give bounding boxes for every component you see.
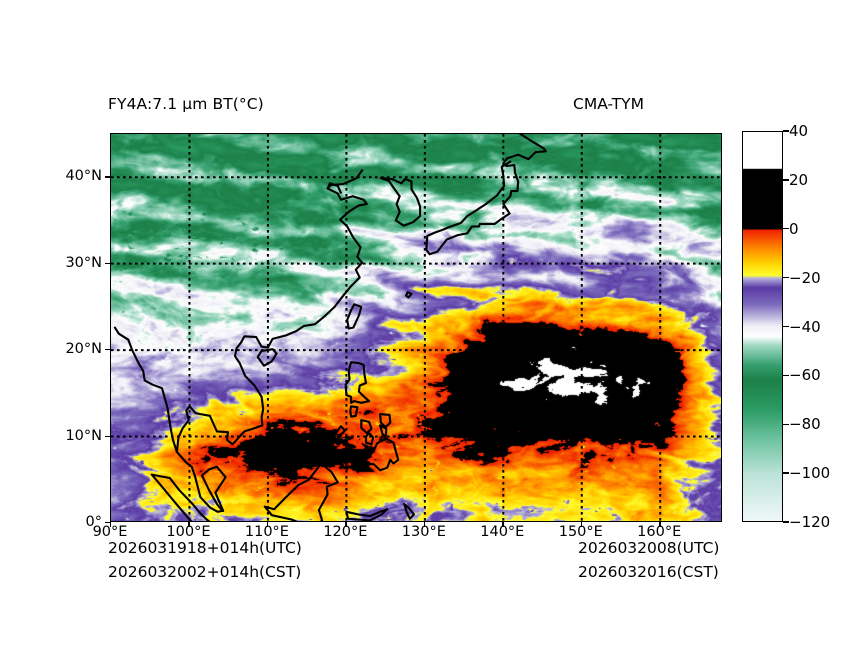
colorbar-tick-label: −80	[789, 415, 821, 434]
colorbar-tick-label: −120	[789, 513, 831, 531]
colorbar-tick-label: −20	[789, 268, 821, 287]
xtick-label: 100°E	[166, 524, 211, 540]
ytick-label: 30°N	[65, 254, 102, 271]
ytick-label: 0°	[85, 514, 102, 530]
coastline-overlay	[113, 134, 547, 521]
colorbar-tick-label: 40	[789, 122, 809, 140]
ytick-mark	[105, 176, 110, 178]
ytick-label: 20°N	[65, 341, 102, 358]
colorbar-tick-mark	[783, 472, 789, 474]
colorbar-tick-mark	[783, 276, 789, 279]
xtick-label: 110°E	[244, 524, 289, 540]
valid-time-cst: 2026032016(CST)	[578, 563, 719, 581]
source-label: CMA-TYM	[573, 95, 644, 113]
colorbar-tick-label: 0	[789, 219, 799, 238]
colorbar-tick-label: 20	[789, 170, 809, 189]
xtick-mark	[345, 522, 347, 527]
xtick-mark	[502, 522, 504, 527]
ytick-label: 10°N	[65, 427, 102, 444]
xtick-mark	[423, 522, 426, 527]
xtick-label: 120°E	[323, 524, 368, 540]
xtick-label: 90°E	[92, 524, 128, 540]
colorbar-tick-mark	[783, 374, 789, 377]
ytick-mark	[105, 435, 110, 437]
colorbar-gradient	[743, 132, 782, 521]
colorbar-tick-label: −40	[789, 317, 821, 336]
colorbar-tick-mark	[783, 130, 789, 132]
ytick-label: 40°N	[65, 168, 102, 185]
forecast-time-utc: 2026031918+014h(UTC)	[108, 539, 302, 557]
colorbar-tick-mark	[783, 325, 789, 328]
xtick-label: 140°E	[480, 524, 525, 540]
ytick-mark	[105, 262, 110, 264]
xtick-mark	[580, 522, 583, 527]
xtick-mark	[659, 522, 661, 527]
ytick-mark	[105, 522, 110, 524]
ytick-mark	[105, 349, 110, 351]
map-plot-area[interactable]	[110, 133, 722, 522]
colorbar[interactable]	[742, 131, 783, 522]
colorbar-tick-label: −100	[789, 464, 831, 483]
colorbar-tick-mark	[783, 521, 789, 523]
colorbar-tick-mark	[783, 179, 789, 181]
xtick-mark	[110, 522, 112, 527]
colorbar-tick-mark	[783, 228, 789, 230]
latlon-gridlines	[111, 134, 721, 521]
xtick-label: 150°E	[558, 524, 603, 540]
colorbar-tick-label: −60	[789, 366, 821, 385]
colorbar-tick-mark	[783, 423, 789, 425]
forecast-time-cst: 2026032002+014h(CST)	[108, 563, 302, 581]
xtick-label: 160°E	[637, 524, 682, 540]
valid-time-utc: 2026032008(UTC)	[578, 539, 720, 557]
satellite-brightness-temperature-image	[111, 134, 721, 521]
xtick-mark	[188, 522, 190, 527]
page-title: FY4A:7.1 μm BT(°C)	[108, 95, 264, 113]
xtick-label: 130°E	[401, 524, 446, 540]
xtick-mark	[266, 522, 269, 527]
